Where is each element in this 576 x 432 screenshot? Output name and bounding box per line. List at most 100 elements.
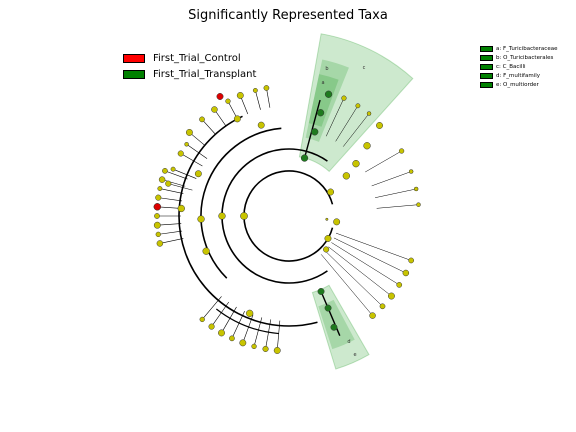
tree-node [324, 235, 332, 242]
tree-branch [180, 153, 203, 167]
clade-letter-a: a [321, 80, 324, 86]
tree-node [376, 122, 383, 129]
tree-node [194, 170, 202, 178]
tree-branch [242, 314, 254, 343]
clade-key-item: d: F_multifamily [480, 71, 557, 80]
tree-branch [333, 237, 406, 274]
legend-swatch-transplant [123, 69, 145, 79]
tree-branch [221, 306, 237, 334]
tree-node [177, 150, 184, 157]
tree-node [184, 142, 189, 147]
tree-node [197, 215, 205, 223]
tree-node [402, 269, 410, 277]
tree-branch [328, 246, 392, 297]
tree-node [273, 347, 281, 354]
tree-branch [325, 98, 345, 137]
tree-node [379, 303, 386, 310]
tree-node [324, 304, 332, 312]
clade-sector-d [318, 299, 355, 350]
clade-key-label: e: O_multiorder [496, 81, 539, 88]
tree-branch [168, 183, 193, 191]
tree-branch [253, 317, 263, 347]
tree-node [300, 154, 309, 162]
tree-node [398, 148, 405, 154]
tree-node [236, 92, 244, 99]
tree-branch [276, 320, 281, 351]
clade-sector-c [298, 33, 414, 173]
legend-item-transplant: First_Trial_Transplant [123, 66, 256, 82]
tree-branch [201, 296, 222, 320]
tree-branch [320, 254, 373, 316]
figure-title: Significantly Represented Taxa [188, 8, 388, 23]
tree-node [366, 111, 372, 116]
tree-node [165, 180, 172, 187]
clade-key-swatch [480, 72, 493, 79]
tree-branch [231, 311, 245, 339]
clade-letters: a b c d e [321, 65, 365, 358]
tree-node [162, 168, 168, 174]
tree-branch [158, 197, 183, 202]
clade-key-swatch [480, 81, 493, 88]
tree-branch [164, 170, 188, 180]
tree-branch [331, 242, 400, 286]
tree-node [154, 213, 160, 219]
tree-node [202, 247, 210, 255]
tree-branch [376, 204, 419, 209]
tree-node [330, 323, 338, 331]
clade-key-item: e: O_multiorder [480, 80, 557, 89]
tree-arc [178, 115, 318, 327]
tree-branches [157, 87, 419, 351]
tree-node [257, 121, 265, 129]
tree-node [408, 257, 415, 264]
tree-node [413, 186, 419, 192]
tree-branch [211, 301, 230, 327]
tree-node [157, 186, 163, 192]
legend-label-control: First_Trial_Control [153, 52, 241, 64]
tree-branch [303, 99, 321, 159]
tree-node [170, 166, 176, 172]
tree-node [408, 169, 414, 174]
tree-branch [342, 113, 370, 147]
tree-arc [215, 308, 279, 335]
tree-node [185, 128, 193, 136]
tree-node [229, 335, 235, 342]
tree-branch [255, 90, 261, 110]
tree-branch [335, 232, 412, 261]
legend-swatch-control [123, 53, 145, 63]
clade-sector-b [305, 59, 349, 142]
tree-node [262, 345, 269, 352]
tree-node [317, 288, 325, 295]
clade-key-label: c: C_Bacilli [496, 63, 526, 70]
tree-node [251, 343, 257, 350]
clade-highlights [298, 33, 414, 370]
tree-node [396, 282, 403, 288]
tree-branch [186, 144, 208, 159]
clade-letter-b: b [325, 66, 328, 72]
tree-node [323, 246, 330, 253]
tree-node [153, 221, 161, 229]
tree-node [325, 217, 329, 221]
tree-branch [157, 206, 182, 209]
tree-arc [243, 170, 334, 262]
tree-node [311, 128, 319, 136]
legend-item-control: First_Trial_Control [123, 50, 256, 66]
tree-branch [214, 109, 227, 127]
clade-key-swatch [480, 54, 493, 61]
clade-key-label: a: F_Turicibacteraceae [496, 45, 558, 52]
clade-letter-c: c [363, 65, 366, 71]
clade-key-swatch [480, 45, 493, 52]
tree-branch [162, 179, 186, 187]
tree-node [333, 218, 341, 226]
tree-node [208, 323, 215, 330]
tree-node [252, 87, 258, 93]
tree-node [177, 204, 185, 213]
tree-node [387, 292, 395, 300]
tree-node [324, 90, 333, 98]
tree-node [327, 188, 335, 196]
clade-key-label: d: F_multifamily [496, 72, 541, 79]
tree-node [218, 329, 225, 337]
tree-branch [324, 250, 383, 307]
tree-node [239, 339, 247, 347]
tree-branch [172, 168, 197, 179]
